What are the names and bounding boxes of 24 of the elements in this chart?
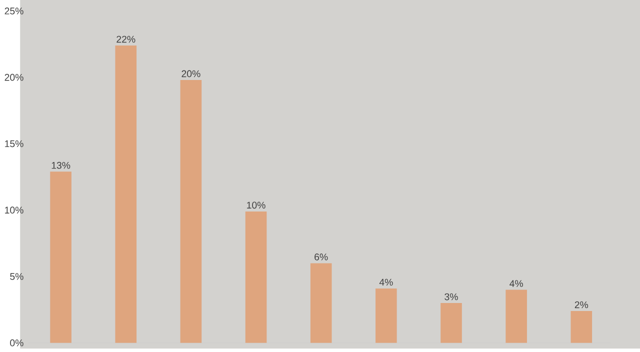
bar [245, 212, 267, 343]
data-label: 13% [52, 162, 70, 169]
y-tick-label: 10% [5, 206, 24, 214]
bar [376, 288, 397, 343]
data-label: 4% [510, 280, 523, 288]
bar [506, 290, 527, 343]
bar [180, 80, 202, 343]
bar [310, 263, 332, 343]
data-label: 4% [379, 278, 393, 286]
y-tick-label: 15% [5, 140, 24, 148]
data-label: 2% [574, 301, 588, 308]
bar [440, 303, 462, 343]
y-tick-label: 25% [4, 8, 24, 15]
data-label: 22% [116, 36, 136, 43]
bar [115, 46, 137, 343]
bar [50, 172, 72, 343]
data-label: 10% [247, 202, 266, 209]
y-tick-label: 0% [10, 340, 24, 346]
data-label: 3% [444, 293, 458, 300]
y-tick-label: 20% [4, 74, 24, 81]
data-label: 20% [182, 70, 200, 78]
bar [570, 311, 592, 343]
y-tick-label: 5% [10, 273, 24, 280]
data-label: 6% [314, 254, 328, 261]
